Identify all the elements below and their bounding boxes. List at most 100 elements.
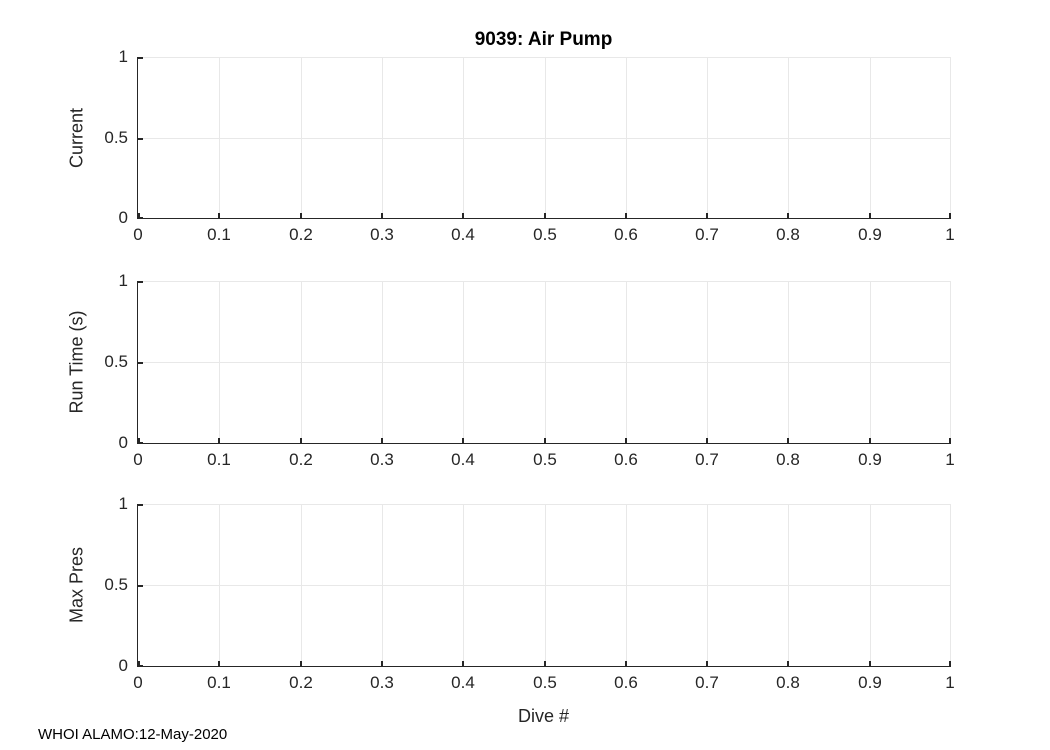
x-tick-label: 0.4: [451, 673, 475, 692]
x-tick-label: 0.9: [858, 225, 882, 244]
x-tick-label: 0.8: [776, 450, 800, 469]
gridline-vertical: [950, 57, 951, 218]
x-tick-label: 0.5: [533, 225, 557, 244]
y-tick-mark: [138, 665, 143, 667]
x-tick-label: 0.7: [695, 450, 719, 469]
x-tick-label: 0.2: [289, 673, 313, 692]
x-tick-label: 0.6: [614, 673, 638, 692]
x-tick-label: 0.9: [858, 673, 882, 692]
gridline-vertical: [788, 57, 789, 218]
plot-area-current: 0 0.1 0.2 0.3 0.4 0.5 0.6 0.7 0.8 0.9 1 0 0.5 1: [104, 47, 954, 244]
x-tick-label: 0.1: [207, 225, 231, 244]
x-tick-mark: [787, 661, 789, 666]
y-tick-mark: [138, 504, 143, 506]
x-tick-label: 0.5: [533, 673, 557, 692]
x-tick-label: 0.9: [858, 450, 882, 469]
x-tick-mark: [381, 213, 383, 218]
gridline-horizontal: [138, 362, 951, 363]
x-tick-mark: [787, 213, 789, 218]
gridline-horizontal: [138, 138, 951, 139]
x-tick-label: 0.3: [370, 673, 394, 692]
x-tick-mark: [218, 438, 220, 443]
x-tick-label: 0.3: [370, 450, 394, 469]
x-tick-mark: [949, 438, 951, 443]
x-tick-label: 1: [945, 673, 955, 692]
x-tick-mark: [300, 213, 302, 218]
gridline-vertical: [301, 57, 302, 218]
x-tick-mark: [625, 438, 627, 443]
x-tick-mark: [869, 213, 871, 218]
x-tick-mark: [300, 661, 302, 666]
gridline-vertical: [382, 57, 383, 218]
y-tick-mark: [138, 362, 143, 364]
x-tick-mark: [949, 661, 951, 666]
x-axis-label: Dive #: [517, 706, 570, 726]
y-tick-mark: [138, 57, 143, 59]
x-tick-mark: [381, 661, 383, 666]
y-tick-label: 0: [118, 433, 128, 452]
x-tick-mark: [949, 213, 951, 218]
y-axis-label-run-time: Run Time (s): [66, 310, 87, 414]
x-tick-label: 0.7: [695, 225, 719, 244]
x-tick-mark: [706, 438, 708, 443]
x-tick-mark: [706, 213, 708, 218]
x-tick-mark: [138, 213, 140, 218]
x-tick-mark: [544, 438, 546, 443]
plot-area-max-pres: 0 0.1 0.2 0.3 0.4 0.5 0.6 0.7 0.8 0.9 1 0 0.5 1: [104, 494, 954, 692]
x-tick-mark: [625, 213, 627, 218]
figure-title: 9039: Air Pump: [474, 29, 613, 50]
x-tick-label: 0.4: [451, 450, 475, 469]
x-tick-label: 0: [133, 673, 143, 692]
x-tick-mark: [706, 661, 708, 666]
y-tick-label: 1: [118, 271, 128, 290]
x-tick-label: 1: [945, 225, 955, 244]
x-tick-label: 0.2: [289, 225, 313, 244]
x-tick-mark: [300, 438, 302, 443]
x-tick-mark: [625, 661, 627, 666]
x-tick-mark: [218, 661, 220, 666]
gridline-vertical: [626, 57, 627, 218]
y-tick-mark: [138, 281, 143, 283]
x-tick-mark: [138, 661, 140, 666]
x-tick-mark: [462, 661, 464, 666]
gridline-vertical: [219, 57, 220, 218]
gridline-vertical: [545, 57, 546, 218]
gridline-vertical: [707, 57, 708, 218]
x-tick-mark: [138, 438, 140, 443]
y-tick-mark: [138, 585, 143, 587]
x-tick-mark: [218, 213, 220, 218]
x-tick-label: 0.7: [695, 673, 719, 692]
y-tick-label: 0: [118, 656, 128, 675]
x-tick-mark: [381, 438, 383, 443]
x-tick-label: 0.8: [776, 673, 800, 692]
gridline-vertical: [463, 57, 464, 218]
x-tick-label: 0.6: [614, 450, 638, 469]
x-tick-mark: [869, 661, 871, 666]
y-tick-label: 0.5: [104, 575, 128, 594]
x-tick-mark: [462, 213, 464, 218]
x-tick-mark: [869, 438, 871, 443]
x-tick-label: 0: [133, 450, 143, 469]
plot-area-run-time-s: 0 0.1 0.2 0.3 0.4 0.5 0.6 0.7 0.8 0.9 1 0 0.5 1: [104, 271, 954, 469]
y-axis-label-current: Current: [66, 107, 87, 169]
x-tick-label: 0.6: [614, 225, 638, 244]
x-tick-label: 0.1: [207, 450, 231, 469]
x-tick-mark: [787, 438, 789, 443]
x-tick-label: 0.2: [289, 450, 313, 469]
y-tick-mark: [138, 138, 143, 140]
x-tick-label: 0.3: [370, 225, 394, 244]
y-tick-label: 0.5: [104, 352, 128, 371]
y-tick-label: 0: [118, 208, 128, 227]
x-tick-mark: [544, 213, 546, 218]
y-tick-label: 1: [118, 494, 128, 513]
x-tick-label: 0.5: [533, 450, 557, 469]
gridline-horizontal: [138, 57, 951, 58]
gridline-horizontal: [138, 585, 951, 586]
gridline-horizontal: [138, 281, 951, 282]
x-tick-label: 0.4: [451, 225, 475, 244]
gridline-horizontal: [138, 504, 951, 505]
x-tick-label: 0.1: [207, 673, 231, 692]
y-tick-label: 0.5: [104, 128, 128, 147]
footer-annotation: WHOI ALAMO:12-May-2020: [38, 726, 228, 743]
